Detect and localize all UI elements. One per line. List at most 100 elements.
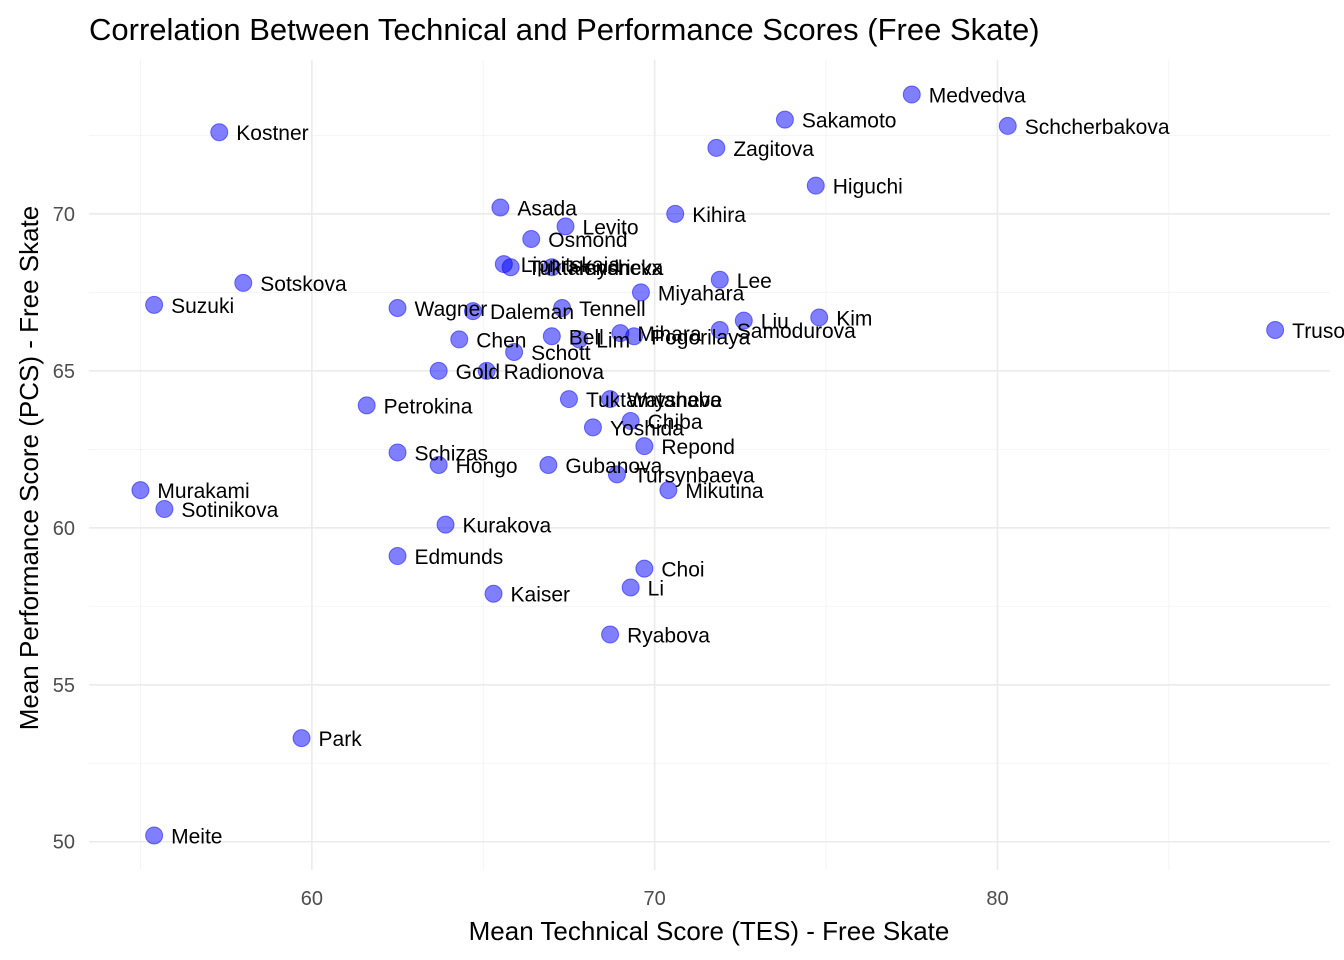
point-label: Kihira	[692, 204, 746, 227]
data-point	[607, 465, 626, 484]
data-point	[710, 270, 729, 289]
data-point	[436, 515, 455, 534]
point-label: Pogorilaya	[651, 326, 751, 349]
data-point	[131, 481, 150, 500]
point-label: Osmond	[548, 229, 627, 252]
point-label: Repond	[661, 436, 735, 459]
data-point	[388, 547, 407, 566]
point-label: Lipnitskaia	[521, 254, 621, 277]
data-point	[155, 499, 174, 518]
point-label: Schott	[531, 342, 591, 365]
chart-title: Correlation Between Technical and Perfor…	[89, 12, 1040, 47]
data-point	[556, 217, 575, 236]
point-label: Kostner	[236, 122, 308, 145]
x-tick-label: 70	[644, 888, 666, 910]
point-label: Higuchi	[833, 176, 903, 199]
data-point	[621, 578, 640, 597]
point-label: Medvedva	[929, 85, 1026, 108]
point-label: Tuktamysheva	[528, 257, 664, 280]
point-label: Kaiser	[511, 584, 571, 607]
data-point	[501, 258, 520, 277]
data-point	[601, 390, 620, 409]
data-point	[625, 327, 644, 346]
y-tick-label: 70	[53, 204, 75, 226]
point-label: Murakami	[157, 480, 249, 503]
point-label: Miyahara	[658, 282, 745, 305]
point-label: Tennell	[579, 298, 646, 321]
y-axis-title: Mean Performance Score (PCS) - Free Skat…	[14, 206, 44, 731]
data-points	[131, 85, 1285, 845]
data-point	[810, 308, 829, 327]
point-label: Park	[319, 728, 363, 751]
point-label: Sakamoto	[802, 110, 897, 133]
point-label: Zagitova	[733, 138, 814, 161]
data-point	[388, 443, 407, 462]
point-label: Trusova	[1292, 320, 1344, 343]
y-tick-label: 55	[53, 675, 75, 697]
point-label: Meite	[171, 825, 222, 848]
point-label: Petrokina	[384, 395, 473, 418]
data-point	[292, 729, 311, 748]
data-point	[388, 299, 407, 318]
point-label: Li	[648, 577, 664, 600]
point-label: Kurakova	[463, 515, 552, 538]
data-point	[210, 123, 229, 142]
point-label: Sotskova	[260, 273, 347, 296]
data-point	[491, 198, 510, 217]
point-label: Levito	[583, 216, 639, 239]
data-point	[234, 273, 253, 292]
data-point	[429, 456, 448, 474]
data-point	[505, 342, 524, 361]
point-label: Schcherbakova	[1025, 116, 1170, 139]
data-point	[601, 625, 620, 644]
y-tick-label: 60	[53, 518, 75, 540]
grid-lines	[89, 60, 1330, 870]
point-label: Suzuki	[171, 295, 234, 318]
data-point	[635, 559, 654, 578]
axis-ticks: 60 70 80 50 55 60 65 70	[53, 204, 1009, 910]
data-point	[357, 396, 376, 415]
data-point	[450, 330, 469, 349]
point-label: Ryabova	[627, 625, 710, 648]
data-point	[463, 302, 482, 321]
data-point	[145, 826, 164, 845]
point-label: Tuktamysheva	[586, 389, 722, 412]
point-label: Lee	[737, 270, 772, 293]
data-point	[477, 361, 496, 380]
point-label: Gold	[456, 361, 500, 384]
point-label: Bell	[569, 326, 604, 349]
point-label: Sotinikova	[181, 499, 278, 522]
point-label: Chen	[476, 329, 526, 352]
y-tick-label: 65	[53, 361, 75, 383]
data-point	[542, 258, 561, 277]
data-point	[559, 390, 578, 409]
data-point	[635, 437, 654, 456]
data-point	[570, 330, 589, 349]
point-label: Tursynbaeva	[634, 464, 755, 487]
point-label: Lim	[596, 329, 630, 352]
point-label: Schizas	[415, 442, 489, 465]
data-point	[522, 229, 541, 248]
point-label: Mikutina	[685, 480, 764, 503]
data-point	[806, 176, 825, 195]
data-point	[710, 321, 729, 339]
point-label: Edmunds	[415, 546, 504, 569]
point-label: Radionova	[504, 361, 605, 384]
data-point	[998, 116, 1017, 135]
data-point	[1266, 321, 1285, 339]
data-point	[621, 412, 640, 431]
point-label: Hongo	[456, 455, 518, 478]
point-label: Samodurova	[737, 320, 856, 343]
data-point	[734, 311, 753, 330]
x-tick-label: 80	[986, 888, 1008, 910]
y-tick-label: 50	[53, 832, 75, 854]
data-point	[429, 361, 448, 380]
point-label: Kim	[836, 307, 872, 330]
data-point	[707, 138, 726, 157]
data-point	[659, 481, 678, 500]
point-label: Hendrickx	[569, 257, 663, 280]
point-label: Gubanova	[565, 455, 662, 478]
data-point	[631, 283, 650, 302]
data-point	[484, 584, 503, 603]
